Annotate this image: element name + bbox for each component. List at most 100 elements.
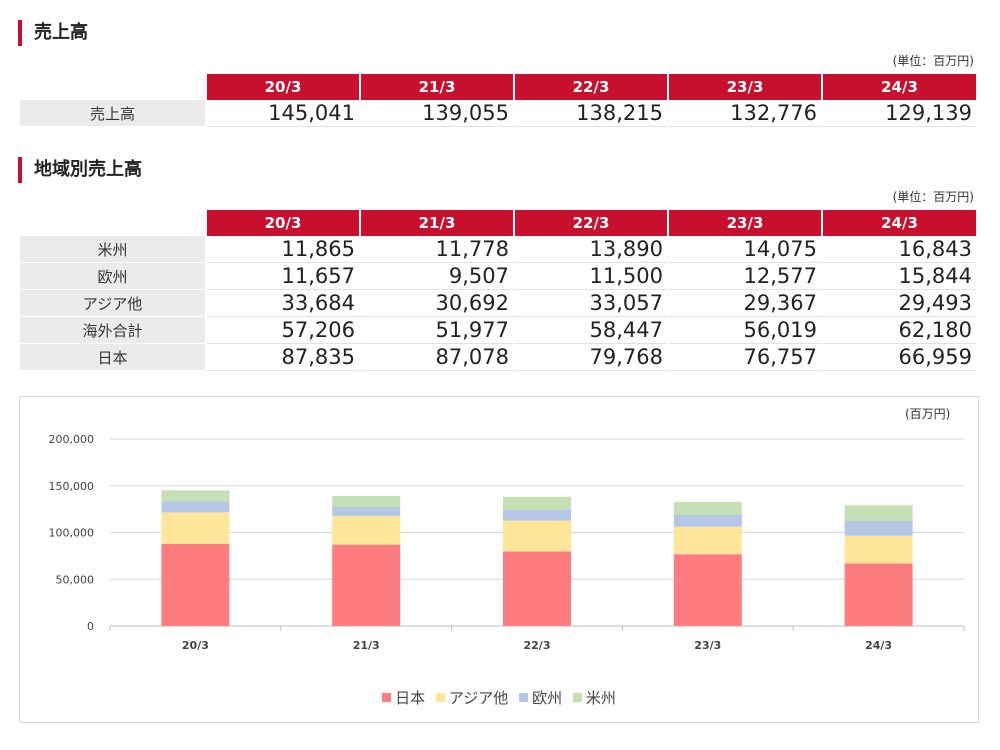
table-cell: 9,507 xyxy=(359,262,514,290)
table-row: 欧州 11,657 9,507 11,500 12,577 15,844 xyxy=(20,262,976,290)
table-cell: 145,041 xyxy=(205,100,360,127)
bar-segment xyxy=(673,515,742,527)
table-cell: 14,075 xyxy=(667,236,822,263)
table-cell: 33,057 xyxy=(513,289,668,317)
bar-segment xyxy=(332,495,401,507)
bar-segment xyxy=(161,490,230,502)
regional-header-cell: 23/3 xyxy=(667,210,822,236)
table-cell: 62,180 xyxy=(821,316,976,344)
y-tick-label: 50,000 xyxy=(56,573,95,586)
chart-legend: 日本 アジア他 欧州 米州 xyxy=(20,687,978,708)
sales-header-cell: 23/3 xyxy=(667,74,822,100)
bar-segment xyxy=(161,512,230,544)
bar-segment xyxy=(844,521,913,536)
bar-segment xyxy=(332,515,401,545)
legend-swatch xyxy=(435,693,445,702)
table-cell: 76,757 xyxy=(667,343,822,371)
bar-segment xyxy=(503,509,571,521)
regional-table: 20/3 21/3 22/3 23/3 24/3 米州 11,865 11,77… xyxy=(20,210,976,371)
legend-swatch xyxy=(572,693,582,702)
sales-unit-label: (単位：百万円) xyxy=(892,54,974,68)
legend-item-americas: 米州 xyxy=(572,687,616,708)
chart-plot: 0 50,000 100,000 150,000 200,000 20/3 21/3 22/3… xyxy=(49,433,965,652)
regional-header-row: 20/3 21/3 22/3 23/3 24/3 xyxy=(20,210,976,236)
bar-segment xyxy=(503,551,571,626)
bar-segment xyxy=(332,544,401,626)
table-row: 米州 11,865 11,778 13,890 14,075 16,843 xyxy=(20,236,976,263)
sales-header-cell: 22/3 xyxy=(513,74,668,100)
table-cell: 87,835 xyxy=(205,343,360,371)
table-cell: 16,843 xyxy=(821,236,976,263)
legend-swatch xyxy=(519,693,529,702)
chart-unit-label: (百万円) xyxy=(905,407,951,421)
sales-header-cell: 20/3 xyxy=(205,74,360,100)
table-cell: 51,977 xyxy=(359,316,514,344)
table-cell: 66,959 xyxy=(821,343,976,371)
sales-header-cell: 21/3 xyxy=(359,74,514,100)
table-cell: 132,776 xyxy=(667,100,822,127)
sales-header-blank xyxy=(20,74,206,100)
bar-segment xyxy=(844,505,913,522)
table-cell: 129,139 xyxy=(821,100,976,127)
table-cell: 11,657 xyxy=(205,262,360,290)
x-tick-label: 24/3 xyxy=(865,639,892,652)
table-cell: 30,692 xyxy=(359,289,514,317)
table-cell: 57,206 xyxy=(205,316,360,344)
legend-swatch xyxy=(382,693,392,702)
bar-segment xyxy=(503,496,571,510)
regional-section-title: 地域別売上高 xyxy=(18,157,142,183)
bar-segment xyxy=(332,506,401,516)
table-row: 海外合計 57,206 51,977 58,447 56,019 62,180 xyxy=(20,316,976,344)
table-cell: 87,078 xyxy=(359,343,514,371)
regional-header-cell: 20/3 xyxy=(205,210,360,236)
table-cell: 79,768 xyxy=(513,343,668,371)
row-label: アジア他 xyxy=(20,289,206,317)
bar-segment xyxy=(844,563,913,626)
stacked-bar-chart: 0 50,000 100,000 150,000 200,000 20/3 21/3 22/3… xyxy=(19,396,979,723)
regional-header-blank xyxy=(20,210,206,236)
legend-label: 日本 xyxy=(395,689,426,707)
regional-header-cell: 21/3 xyxy=(359,210,514,236)
bar-segment xyxy=(161,501,230,513)
sales-header-row: 20/3 21/3 22/3 23/3 24/3 xyxy=(20,74,976,100)
table-row: 売上高 145,041 139,055 138,215 132,776 129,… xyxy=(20,100,976,127)
legend-label: 欧州 xyxy=(532,689,563,707)
table-cell: 29,493 xyxy=(821,289,976,317)
x-tick-label: 22/3 xyxy=(524,639,551,652)
table-cell: 11,865 xyxy=(205,236,360,263)
y-tick-label: 200,000 xyxy=(49,433,95,446)
regional-unit-label: (単位：百万円) xyxy=(892,190,974,204)
table-cell: 29,367 xyxy=(667,289,822,317)
x-tick-label: 23/3 xyxy=(694,639,721,652)
bar-segment xyxy=(161,543,230,626)
bar-segment xyxy=(503,520,571,552)
legend-item-japan: 日本 xyxy=(382,687,425,708)
row-label: 海外合計 xyxy=(20,316,206,344)
sales-section-title: 売上高 xyxy=(18,20,88,46)
table-cell: 13,890 xyxy=(513,236,668,263)
bar-segment xyxy=(673,526,742,555)
table-cell: 12,577 xyxy=(667,262,822,290)
regional-header-cell: 24/3 xyxy=(821,210,976,236)
row-label: 売上高 xyxy=(20,100,206,127)
row-label: 米州 xyxy=(20,236,206,263)
sales-header-cell: 24/3 xyxy=(821,74,976,100)
table-cell: 58,447 xyxy=(513,316,668,344)
table-cell: 139,055 xyxy=(359,100,514,127)
table-row: アジア他 33,684 30,692 33,057 29,367 29,493 xyxy=(20,289,976,317)
bar-segment xyxy=(673,554,742,626)
table-cell: 11,778 xyxy=(359,236,514,263)
regional-header-cell: 22/3 xyxy=(513,210,668,236)
bar-segment xyxy=(673,501,742,516)
sales-table: 20/3 21/3 22/3 23/3 24/3 売上高 145,041 139… xyxy=(20,74,976,127)
table-cell: 33,684 xyxy=(205,289,360,317)
table-cell: 15,844 xyxy=(821,262,976,290)
legend-item-asia: アジア他 xyxy=(435,687,508,708)
row-label: 欧州 xyxy=(20,262,206,290)
table-cell: 56,019 xyxy=(667,316,822,344)
table-cell: 138,215 xyxy=(513,100,668,127)
y-tick-label: 150,000 xyxy=(49,480,95,493)
row-label: 日本 xyxy=(20,343,206,371)
y-tick-label: 0 xyxy=(87,620,94,633)
bar-segment xyxy=(844,535,913,564)
